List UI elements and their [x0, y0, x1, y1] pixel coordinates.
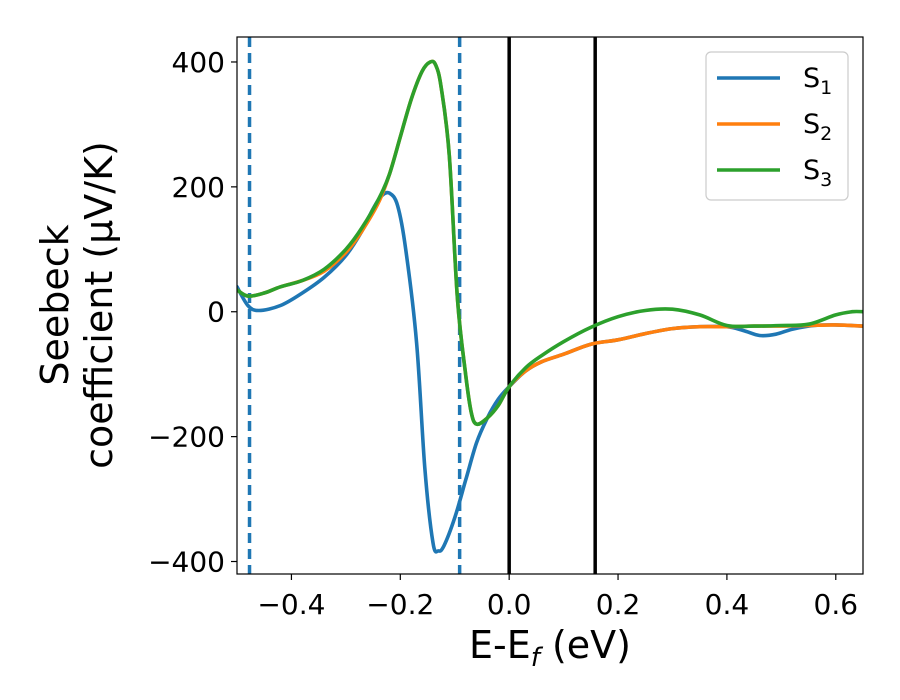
- x-tick-label: 0.6: [814, 588, 859, 621]
- series-line-s1: [237, 190, 863, 554]
- y-axis: −400 −200 0 200 400: [148, 46, 237, 579]
- legend-box: [705, 51, 849, 201]
- x-axis-label: E-Ef (eV): [469, 623, 631, 673]
- x-tick-label: −0.2: [366, 588, 434, 621]
- x-tick-label: 0.2: [596, 588, 641, 621]
- plot-frame: [236, 36, 864, 575]
- y-tick-label: −400: [148, 546, 225, 579]
- legend-label-s1: S1: [803, 63, 832, 99]
- y-tick-label: −200: [148, 421, 225, 454]
- x-axis: −0.4 −0.2 0.0 0.2 0.4 0.6: [257, 574, 858, 621]
- x-tick-label: 0.0: [487, 588, 532, 621]
- series-lines: [237, 59, 863, 554]
- y-tick-label: 200: [172, 171, 225, 204]
- y-axis-label-line1: Seebeck: [33, 224, 77, 385]
- x-tick-label: −0.4: [257, 588, 325, 621]
- reference-lines: [247, 37, 597, 574]
- x-tick-label: 0.4: [705, 588, 750, 621]
- legend-label-s2: S2: [803, 109, 832, 145]
- y-axis-label-line2: coefficient (μV/K): [77, 141, 121, 469]
- y-tick-label: 400: [172, 46, 225, 79]
- legend: S1 S2 S3: [705, 51, 849, 201]
- y-axis-label: Seebeck coefficient (μV/K): [33, 141, 121, 469]
- legend-label-s3: S3: [803, 155, 832, 191]
- series-line-s3: [237, 59, 863, 427]
- y-tick-label: 0: [207, 296, 225, 329]
